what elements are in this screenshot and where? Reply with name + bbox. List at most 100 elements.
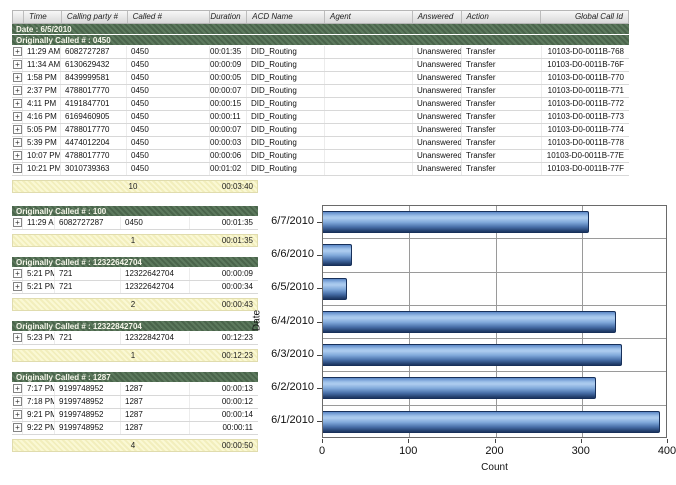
expand-icon[interactable]: + — [13, 47, 22, 56]
cell-time: 7:17 PM — [23, 383, 55, 395]
cell-answered: Unanswered — [413, 46, 462, 58]
column-header: Time — [24, 11, 62, 23]
cell-global_id: 10103-D0-0011B-768 — [547, 47, 624, 56]
x-tick-label: 200 — [485, 445, 504, 457]
category-band — [323, 206, 666, 240]
group-panel: Originally Called # : 1287 +7:17 PM 919974… — [12, 372, 258, 452]
y-tick-label: 6/2/2010 — [271, 381, 314, 394]
y-tick-label: 6/4/2010 — [271, 314, 314, 327]
expand-icon[interactable]: + — [13, 138, 22, 147]
cell-calling: 721 — [55, 281, 121, 293]
cell-time: 4:16 PM — [23, 111, 61, 123]
table-row: +5:21 PM 721 12322642704 00:00:34 — [12, 281, 258, 294]
summary-count: 2 — [130, 300, 136, 309]
cell-acd: DID_Routing — [247, 111, 325, 123]
cell-answered: Unanswered — [413, 85, 462, 97]
cell-time: 1:58 PM — [23, 72, 61, 84]
expand-icon[interactable]: + — [13, 423, 22, 432]
table-row: +5:23 PM 721 12322842704 00:12:23 — [12, 332, 258, 345]
cell-calling: 8439999581 — [61, 72, 127, 84]
axis-tick — [317, 221, 322, 223]
cell-calling: 4788017770 — [61, 124, 127, 136]
cell-global_id: 10103-D0-0011B-76F — [547, 60, 624, 69]
cell-calling: 721 — [55, 332, 121, 344]
cell-time: 5:05 PM — [23, 124, 61, 136]
x-tick-label: 300 — [571, 445, 590, 457]
expand-cell: + — [12, 85, 23, 97]
cell-duration: 00:00:09 — [210, 59, 247, 71]
y-tick-label: 6/1/2010 — [271, 414, 314, 427]
expand-icon[interactable]: + — [13, 218, 22, 227]
bar — [323, 310, 617, 333]
cell-answered: Unanswered — [413, 72, 462, 84]
expand-icon[interactable]: + — [13, 333, 22, 342]
expand-icon[interactable]: + — [13, 73, 22, 82]
expand-icon[interactable]: + — [13, 269, 22, 278]
column-header: Agent — [325, 11, 413, 23]
summary-count: 4 — [130, 441, 136, 450]
cell-called: 0450 — [121, 217, 190, 229]
called-group-header: Originally Called # : 1287 — [12, 372, 258, 383]
cell-action: Transfer — [462, 111, 542, 123]
cell-agent — [325, 163, 413, 175]
column-header: Action — [462, 11, 542, 23]
plot-area — [322, 205, 667, 438]
category-band — [323, 339, 666, 373]
table-header-row: Time Calling party # Called # Duration ACD N… — [12, 10, 629, 24]
cell-duration: 00:12:23 — [221, 333, 253, 342]
expand-cell: + — [12, 281, 23, 293]
table-row: +7:17 PM 9199748952 1287 00:00:13 — [12, 383, 258, 396]
axis-tick — [317, 254, 322, 256]
cell-duration: 00:00:12 — [221, 397, 253, 406]
column-header — [13, 11, 24, 23]
x-tick-label: 100 — [399, 445, 418, 457]
expand-icon[interactable]: + — [13, 60, 22, 69]
cell-called: 0450 — [127, 111, 210, 123]
cell-duration: 00:00:03 — [210, 137, 247, 149]
cell-called: 12322842704 — [121, 332, 190, 344]
cell-time: 11:29 AM — [23, 217, 55, 229]
table-row: +9:21 PM 9199748952 1287 00:00:14 — [12, 409, 258, 422]
table-row: +11:29 AM 6082727287 0450 00:01:35 DID_Routi… — [12, 46, 629, 59]
bar-chart: Date 0 100 200 300 400 6/7/2010 6/6/2010 6/5/20… — [240, 198, 676, 485]
bar — [323, 211, 589, 233]
expand-icon[interactable]: + — [13, 86, 22, 95]
cell-calling: 6130629432 — [61, 59, 127, 71]
cell-global_id: 10103-D0-0011B-778 — [547, 138, 624, 147]
cell-time: 9:22 PM — [23, 422, 55, 434]
table-row: +10:21 PM 3010739363 0450 00:01:02 DID_Routi… — [12, 163, 629, 176]
cell-calling: 6082727287 — [55, 217, 121, 229]
group-panel: Originally Called # : 12322842704 +5:23 P… — [12, 321, 258, 362]
cell-time: 5:23 PM — [23, 332, 55, 344]
expand-icon[interactable]: + — [13, 410, 22, 419]
cell-answered: Unanswered — [413, 137, 462, 149]
cell-called: 0450 — [127, 150, 210, 162]
bar — [323, 277, 348, 300]
expand-icon[interactable]: + — [13, 125, 22, 134]
expand-icon[interactable]: + — [13, 151, 22, 160]
column-header: ACD Name — [247, 11, 325, 23]
expand-cell: + — [12, 150, 23, 162]
category-band — [323, 372, 666, 406]
group-summary-row: 1 00:12:23 — [12, 349, 258, 362]
expand-icon[interactable]: + — [13, 164, 22, 173]
expand-cell: + — [12, 163, 23, 175]
bar — [323, 344, 623, 367]
category-band — [323, 273, 666, 306]
cell-global_id: 10103-D0-0011B-77E — [546, 151, 624, 160]
expand-icon[interactable]: + — [13, 282, 22, 291]
cell-calling: 6169460905 — [61, 111, 127, 123]
cell-acd: DID_Routing — [247, 46, 325, 58]
expand-icon[interactable]: + — [13, 99, 22, 108]
expand-icon[interactable]: + — [13, 112, 22, 121]
expand-icon[interactable]: + — [13, 384, 22, 393]
cell-calling: 3010739363 — [61, 163, 127, 175]
call-report-table: Time Calling party # Called # Duration ACD N… — [12, 10, 629, 193]
cell-duration: 00:00:05 — [210, 72, 247, 84]
cell-action: Transfer — [462, 46, 542, 58]
cell-agent — [325, 85, 413, 97]
expand-icon[interactable]: + — [13, 397, 22, 406]
cell-duration: 00:00:07 — [210, 85, 247, 97]
cell-action: Transfer — [462, 98, 542, 110]
